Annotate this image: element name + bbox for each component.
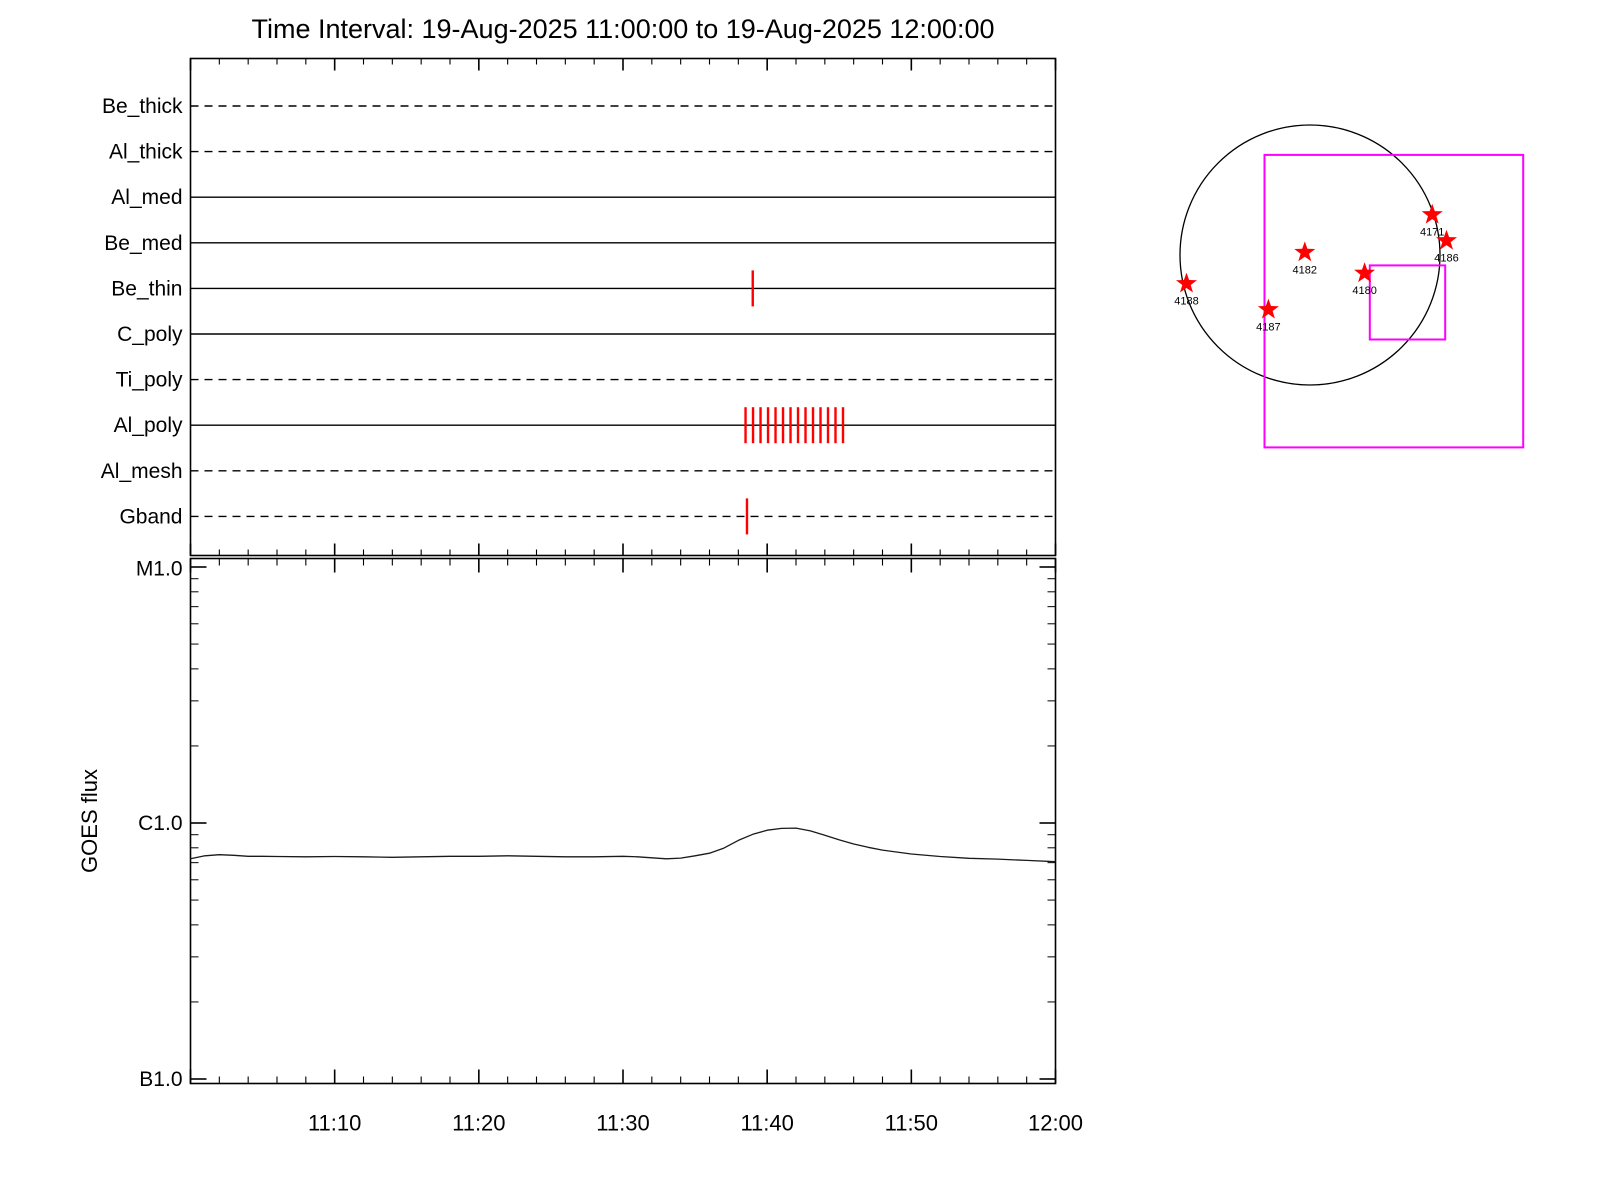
fov-box-2 — [1368, 264, 1447, 341]
filter-row-label-Gband: Gband — [119, 505, 182, 528]
goes-flux-curve — [190, 827, 1056, 863]
filter-row-label-C_poly: C_poly — [117, 323, 183, 346]
active-region-star-4182 — [1294, 241, 1316, 262]
x-tick-label-11:40: 11:40 — [740, 1111, 793, 1136]
active-region-star-4187 — [1257, 298, 1279, 319]
active-region-label-4188: 4188 — [1174, 296, 1198, 308]
x-tick-label-11:20: 11:20 — [452, 1111, 505, 1136]
filter-row-label-Be_thick: Be_thick — [102, 95, 183, 118]
active-region-label-4187: 4187 — [1256, 322, 1280, 334]
active-region-star-4186 — [1436, 229, 1457, 250]
active-region-star-4171 — [1421, 203, 1443, 224]
x-tick-label-12:00: 12:00 — [1028, 1111, 1083, 1136]
x-tick-label-11:30: 11:30 — [596, 1111, 649, 1136]
active-region-label-4171: 4171 — [1420, 227, 1444, 239]
filter-row-label-Be_thin: Be_thin — [111, 277, 182, 300]
goes-panel-border — [189, 557, 1057, 1085]
filter-row-label-Al_mesh: Al_mesh — [101, 460, 183, 483]
filter-row-label-Ti_poly: Ti_poly — [116, 369, 183, 392]
y-tick-label-B1.0: B1.0 — [139, 1068, 182, 1091]
x-tick-label-11:50: 11:50 — [885, 1111, 938, 1136]
goes-flux-axis-label: GOES flux — [77, 769, 102, 873]
active-region-label-4180: 4180 — [1352, 285, 1376, 297]
filter-row-label-Al_thick: Al_thick — [109, 141, 183, 164]
active-region-star-4180 — [1354, 262, 1376, 283]
time-interval-title: Time Interval: 19-Aug-2025 11:00:00 to 1… — [251, 14, 995, 44]
active-region-label-4182: 4182 — [1293, 264, 1317, 276]
filter-row-label-Al_med: Al_med — [111, 186, 182, 209]
active-region-label-4186: 4186 — [1434, 253, 1458, 265]
filter-panel-border — [189, 57, 1057, 557]
filter-row-label-Be_med: Be_med — [104, 232, 182, 255]
filter-row-label-Al_poly: Al_poly — [114, 414, 183, 437]
x-tick-label-11:10: 11:10 — [308, 1111, 361, 1136]
fov-box-1 — [1263, 153, 1525, 449]
y-tick-label-C1.0: C1.0 — [138, 812, 182, 835]
solar-limb-circle — [1179, 124, 1441, 386]
active-region-star-4188 — [1176, 272, 1197, 293]
y-tick-label-M1.0: M1.0 — [136, 558, 183, 581]
